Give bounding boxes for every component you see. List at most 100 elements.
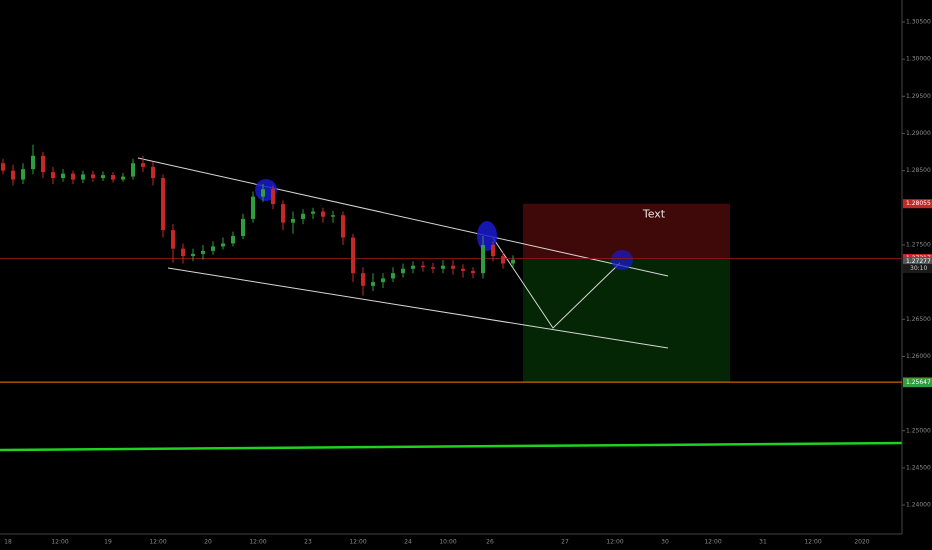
candle-body — [461, 268, 465, 271]
candle-body — [261, 189, 265, 197]
candle-body — [1, 163, 5, 171]
candle-body — [51, 172, 55, 179]
y-tick-label: 1.25000 — [906, 427, 931, 434]
x-tick-label: 23 — [304, 539, 312, 546]
x-tick-label: 26 — [486, 539, 494, 546]
candle-body — [401, 268, 405, 274]
countdown: 30:10 — [910, 265, 927, 272]
y-tick-label: 1.30500 — [906, 18, 931, 25]
price-marker-label: 1.28055 — [906, 200, 931, 207]
candle-body — [81, 174, 85, 180]
candle-body — [111, 175, 115, 180]
price-marker-label: 1.27277 — [906, 258, 931, 265]
y-tick-label: 1.30000 — [906, 56, 931, 63]
candle-body — [191, 253, 195, 257]
candle-body — [281, 204, 285, 223]
price-marker — [903, 199, 932, 209]
candle-body — [241, 218, 245, 237]
annotation: Text — [642, 208, 666, 221]
candle-body — [321, 211, 325, 217]
candle-body — [21, 169, 25, 180]
candle-body — [211, 246, 215, 251]
x-tick-label: 12:00 — [149, 539, 166, 546]
candle-body — [61, 173, 65, 179]
candle-body — [121, 176, 125, 180]
candle-body — [441, 265, 445, 269]
candle-body — [201, 250, 205, 254]
y-tick-label: 1.24500 — [906, 464, 931, 471]
trend-line — [0, 441, 903, 452]
candle-body — [141, 163, 145, 167]
channel-lower — [167, 267, 669, 349]
candle-body — [251, 196, 255, 219]
candle-body — [101, 175, 105, 179]
candle-body — [471, 270, 475, 274]
candle-body — [341, 215, 345, 238]
price-marker — [903, 378, 932, 388]
highlight-circle — [477, 221, 497, 251]
candle-body — [221, 243, 225, 247]
y-tick-label: 1.26500 — [906, 316, 931, 323]
x-tick-label: 18 — [4, 539, 12, 546]
x-tick-label: 27 — [561, 539, 569, 546]
stop-zone — [523, 203, 730, 259]
price-marker — [903, 257, 932, 267]
projection — [492, 237, 621, 329]
x-tick-label: 12:00 — [804, 539, 821, 546]
drawings — [0, 157, 903, 452]
candle-body — [431, 267, 435, 269]
candle-body — [171, 230, 175, 249]
candle-body — [311, 211, 315, 214]
x-tick-label: 20 — [204, 539, 212, 546]
candle-body — [501, 256, 505, 264]
candle-body — [151, 166, 155, 179]
candle-body — [71, 173, 75, 180]
candle-body — [361, 273, 365, 286]
candle-body — [301, 213, 305, 219]
y-tick-label: 1.29500 — [906, 93, 931, 100]
candle-body — [31, 155, 35, 170]
candle-body — [91, 174, 95, 179]
candle-body — [451, 265, 455, 269]
candle-body — [491, 244, 495, 257]
x-tick-label: 12:00 — [249, 539, 266, 546]
x-tick-label: 2020 — [854, 539, 869, 546]
target-zone — [523, 258, 730, 383]
y-tick-label: 1.26000 — [906, 353, 931, 360]
candle-body — [11, 170, 15, 180]
candle-body — [271, 189, 275, 205]
candle-body — [351, 237, 355, 274]
candle-body — [421, 265, 425, 268]
candle-body — [411, 265, 415, 269]
x-tick-label: 24 — [404, 539, 412, 546]
candle-body — [41, 155, 45, 173]
candle-body — [371, 282, 375, 286]
candle-body — [391, 273, 395, 279]
candle-body — [511, 259, 515, 264]
y-tick-label: 1.28500 — [906, 167, 931, 174]
x-tick-label: 12:00 — [51, 539, 68, 546]
candle-body — [181, 248, 185, 257]
y-tick-label: 1.29000 — [906, 130, 931, 137]
channel-upper — [137, 157, 669, 277]
x-tick-label: 30 — [661, 539, 669, 546]
x-tick-label: 12:00 — [704, 539, 721, 546]
candle-body — [331, 215, 335, 217]
x-tick-label: 31 — [759, 539, 767, 546]
candle-body — [381, 278, 385, 283]
candle-body — [231, 236, 235, 244]
x-tick-label: 10:00 — [439, 539, 456, 546]
candle-body — [131, 163, 135, 177]
candle-body — [481, 244, 485, 274]
candle-body — [291, 218, 295, 223]
candle-body — [161, 178, 165, 231]
countdown-box — [903, 264, 932, 274]
y-tick-label: 1.24000 — [906, 502, 931, 509]
y-tick-label: 1.27500 — [906, 241, 931, 248]
price-marker-label: 1.25647 — [906, 379, 931, 386]
x-tick-label: 12:00 — [606, 539, 623, 546]
highlight-circle — [611, 250, 633, 270]
x-tick-label: 19 — [104, 539, 112, 546]
x-tick-label: 12:00 — [349, 539, 366, 546]
